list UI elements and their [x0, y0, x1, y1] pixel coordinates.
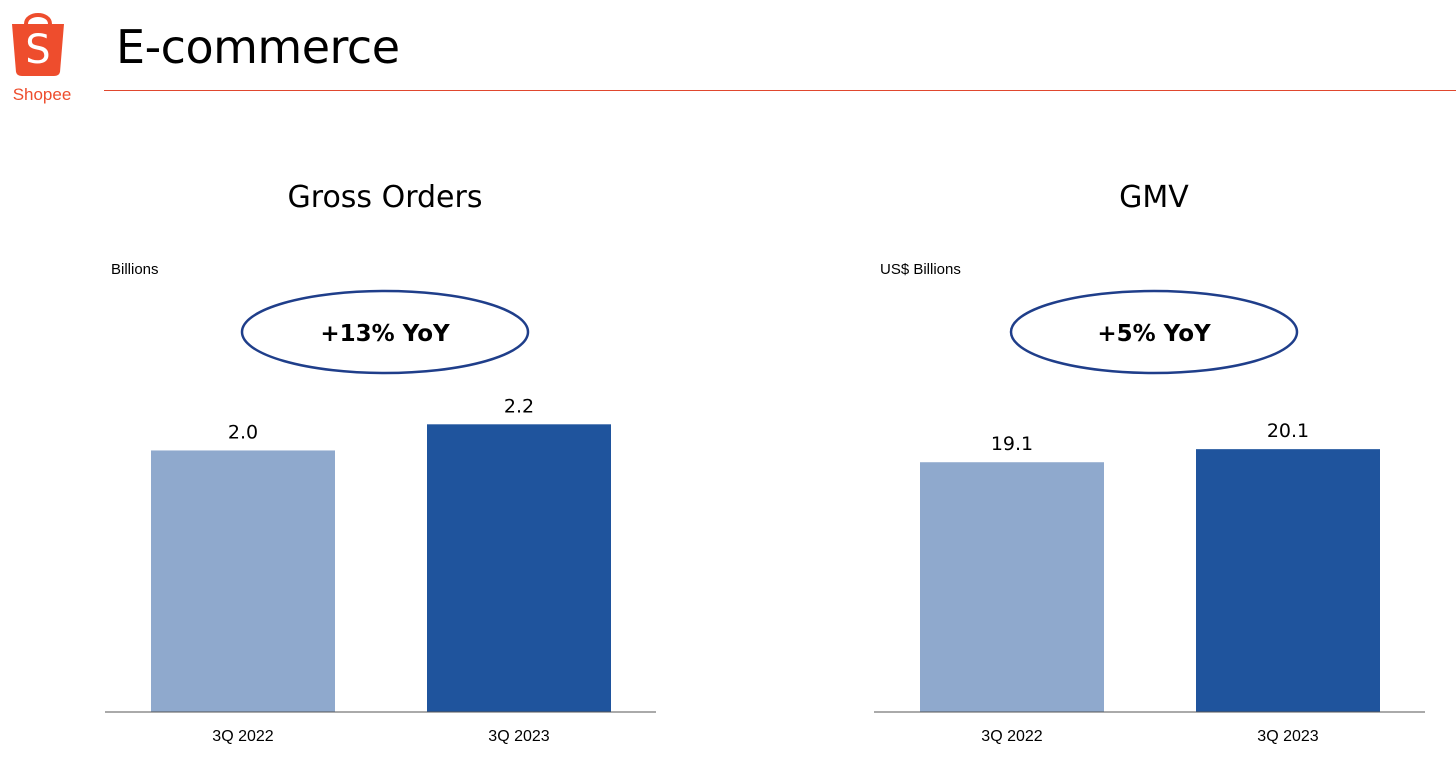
- brand-name: Shopee: [12, 85, 72, 104]
- yoy-oval: [240, 289, 530, 375]
- chart-1: Gross Orders Billions +13% YoY 2.0 3Q 2022 2.…: [105, 180, 656, 745]
- svg-text:S: S: [25, 27, 50, 73]
- unit-label: Billions: [111, 261, 159, 278]
- shopee-logo: S Shopee: [4, 8, 72, 104]
- bar-3q-2022: [920, 462, 1104, 712]
- yoy-label: +13% YoY: [320, 321, 450, 347]
- category-label: 3Q 2023: [1257, 728, 1318, 745]
- value-label: 2.0: [228, 421, 258, 443]
- unit-label: US$ Billions: [880, 261, 961, 278]
- value-label: 20.1: [1267, 420, 1309, 442]
- shopping-bag-icon: S: [12, 13, 64, 76]
- chart-title: Gross Orders: [288, 180, 483, 215]
- value-label: 19.1: [991, 433, 1033, 455]
- category-label: 3Q 2023: [488, 728, 549, 745]
- chart-title: GMV: [1119, 180, 1189, 215]
- chart-2: GMV US$ Billions +5% YoY 19.1 3Q 2022 20.1 3Q …: [874, 180, 1425, 745]
- category-label: 3Q 2022: [212, 728, 273, 745]
- bar-3q-2023: [1196, 449, 1380, 712]
- title-divider: [104, 90, 1456, 91]
- category-label: 3Q 2022: [981, 728, 1042, 745]
- yoy-oval: [1009, 289, 1299, 375]
- value-label: 2.2: [504, 395, 534, 417]
- bar-3q-2023: [427, 424, 611, 712]
- page-title: E-commerce: [116, 20, 400, 74]
- yoy-label: +5% YoY: [1097, 321, 1211, 347]
- bar-3q-2022: [151, 450, 335, 712]
